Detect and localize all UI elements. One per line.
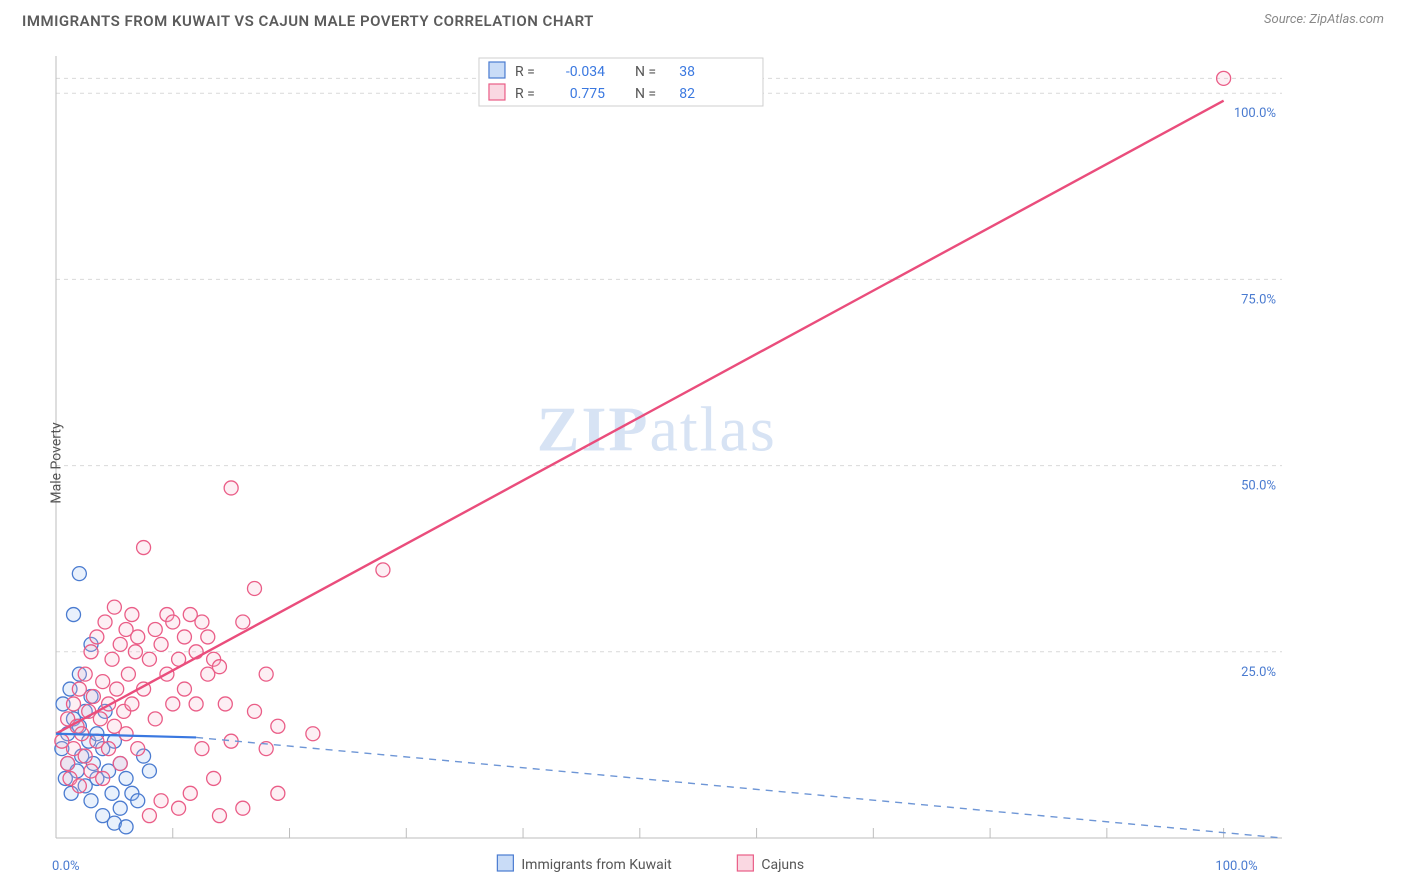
data-point xyxy=(105,652,119,666)
y-axis-label: Male Poverty xyxy=(49,422,65,503)
data-point xyxy=(271,719,285,733)
legend-n-label: N = xyxy=(635,64,656,80)
data-point xyxy=(113,801,127,815)
data-point xyxy=(67,697,81,711)
data-point xyxy=(189,697,203,711)
legend-series-label: Cajuns xyxy=(761,857,804,873)
data-point xyxy=(96,771,110,785)
y-tick-label: 25.0% xyxy=(1241,665,1276,680)
legend-r-label: R = xyxy=(515,86,535,102)
data-point xyxy=(96,675,110,689)
data-point xyxy=(247,582,261,596)
data-point xyxy=(201,630,215,644)
data-point xyxy=(119,771,133,785)
data-point xyxy=(166,697,180,711)
y-tick-label: 50.0% xyxy=(1241,479,1276,494)
trend-line-cajuns xyxy=(56,101,1224,734)
data-point xyxy=(142,809,156,823)
legend-swatch xyxy=(497,855,513,871)
data-point xyxy=(172,801,186,815)
data-point xyxy=(119,727,133,741)
data-point xyxy=(110,682,124,696)
legend-series-label: Immigrants from Kuwait xyxy=(521,857,672,873)
x-tick-label: 100.0% xyxy=(1215,859,1257,874)
data-point xyxy=(72,682,86,696)
legend-r-value: 0.775 xyxy=(570,86,605,102)
data-point xyxy=(113,637,127,651)
data-point xyxy=(125,697,139,711)
data-point xyxy=(166,615,180,629)
data-point xyxy=(86,689,100,703)
legend-r-label: R = xyxy=(515,64,535,80)
legend-swatch xyxy=(489,62,505,78)
data-point xyxy=(212,809,226,823)
data-point xyxy=(72,567,86,581)
data-point xyxy=(259,667,273,681)
data-point xyxy=(177,682,191,696)
data-point xyxy=(128,645,142,659)
legend-n-value: 38 xyxy=(679,64,695,80)
data-point xyxy=(183,786,197,800)
y-tick-label: 100.0% xyxy=(1234,106,1276,121)
data-point xyxy=(137,541,151,555)
correlation-scatter-chart: 25.0%50.0%75.0%100.0%ZIPatlas0.0%100.0%R… xyxy=(22,44,1362,882)
data-point xyxy=(212,660,226,674)
data-point xyxy=(376,563,390,577)
data-point xyxy=(84,645,98,659)
data-point xyxy=(236,801,250,815)
data-point xyxy=(90,630,104,644)
source-attribution: Source: ZipAtlas.com xyxy=(1264,12,1384,27)
data-point xyxy=(67,608,81,622)
data-point xyxy=(148,712,162,726)
trend-line-kuwait-ext xyxy=(196,737,1282,838)
legend-n-label: N = xyxy=(635,86,656,102)
data-point xyxy=(154,637,168,651)
data-point xyxy=(1217,71,1231,85)
data-point xyxy=(306,727,320,741)
data-point xyxy=(154,794,168,808)
data-point xyxy=(121,667,135,681)
data-point xyxy=(98,615,112,629)
data-point xyxy=(61,757,75,771)
data-point xyxy=(113,757,127,771)
data-point xyxy=(72,779,86,793)
legend-swatch xyxy=(489,84,505,100)
data-point xyxy=(142,764,156,778)
data-point xyxy=(224,481,238,495)
data-point xyxy=(93,712,107,726)
data-point xyxy=(218,697,232,711)
data-point xyxy=(195,615,209,629)
data-point xyxy=(131,742,145,756)
data-point xyxy=(119,820,133,834)
chart-title: IMMIGRANTS FROM KUWAIT VS CAJUN MALE POV… xyxy=(22,12,594,30)
data-point xyxy=(84,794,98,808)
data-point xyxy=(177,630,191,644)
data-point xyxy=(125,608,139,622)
data-point xyxy=(195,742,209,756)
data-point xyxy=(78,667,92,681)
data-point xyxy=(247,704,261,718)
data-point xyxy=(102,742,116,756)
data-point xyxy=(207,771,221,785)
data-point xyxy=(107,600,121,614)
data-point xyxy=(142,652,156,666)
legend-n-value: 82 xyxy=(679,86,695,102)
data-point xyxy=(236,615,250,629)
data-point xyxy=(78,749,92,763)
data-point xyxy=(271,786,285,800)
legend-r-value: -0.034 xyxy=(566,64,605,80)
data-point xyxy=(131,794,145,808)
y-tick-label: 75.0% xyxy=(1241,292,1276,307)
legend-swatch xyxy=(737,855,753,871)
x-tick-label: 0.0% xyxy=(52,859,80,874)
data-point xyxy=(105,786,119,800)
data-point xyxy=(148,622,162,636)
data-point xyxy=(131,630,145,644)
